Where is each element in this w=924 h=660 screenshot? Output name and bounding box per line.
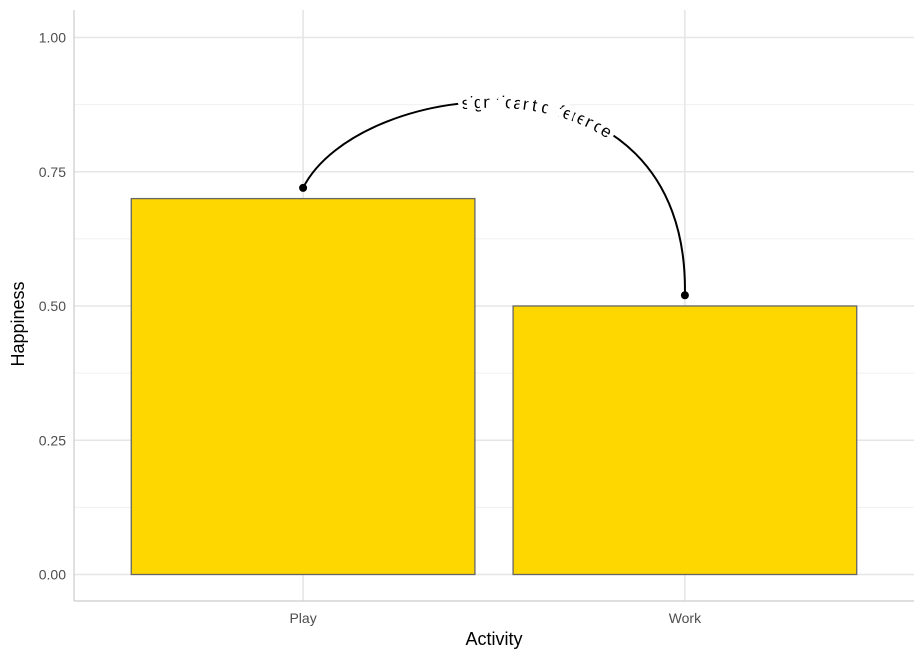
x-tick-label: Work [669,610,702,626]
bar-play [130,197,476,576]
x-axis-title: Activity [465,629,522,649]
y-tick-label: 0.50 [39,298,66,314]
annotation-label: significant difference [456,88,620,146]
axes [73,10,914,602]
y-tick-label: 0.25 [39,432,66,448]
x-tick-labels: Play Work [289,610,702,626]
annotation-arrow-curve [302,100,686,296]
bars [130,197,858,576]
bar-work [512,305,858,576]
annotation-start-point [299,183,308,192]
y-tick-label: 0.00 [39,567,66,583]
y-tick-labels: 0.00 0.25 0.50 0.75 1.00 [39,30,66,583]
annotation-text: significant difference [461,93,616,142]
annotation-end-point [680,291,689,300]
y-tick-label: 1.00 [39,30,66,46]
y-axis-title: Happiness [8,281,28,366]
y-tick-label: 0.75 [39,164,66,180]
x-tick-label: Play [289,610,316,626]
